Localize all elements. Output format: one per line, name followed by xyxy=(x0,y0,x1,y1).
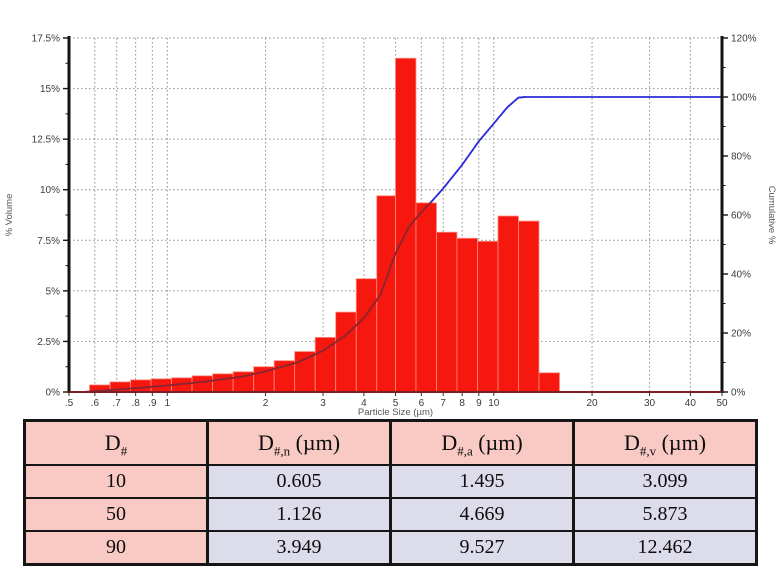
x-tick-label: .7 xyxy=(113,398,122,409)
value-cell: 5.873 xyxy=(572,497,758,532)
table-header-cell: D#,v (µm) xyxy=(572,419,758,466)
histogram-bar xyxy=(376,195,396,393)
right-tick-label: 100% xyxy=(731,93,757,104)
x-tick-label: .6 xyxy=(91,398,100,409)
value-cell: 1.126 xyxy=(206,497,392,532)
cumulative-curve xyxy=(387,267,391,275)
histogram-bar xyxy=(497,215,519,393)
x-tick-label: 40 xyxy=(685,398,697,409)
right-tick-label: 60% xyxy=(731,211,751,222)
table-row: 90 3.949 9.527 12.462 xyxy=(23,530,758,566)
x-tick-label: 8 xyxy=(459,398,465,409)
value-cell: 9.527 xyxy=(389,530,575,566)
cumulative-curve xyxy=(388,262,393,270)
histogram-bar xyxy=(395,57,417,393)
table-row: 50 1.126 4.669 5.873 xyxy=(23,497,758,532)
x-tick-label: 20 xyxy=(587,398,599,409)
left-tick-label: 17.5% xyxy=(32,34,60,45)
x-tick-label: .5 xyxy=(65,398,74,409)
left-tick-label: 15% xyxy=(40,84,60,95)
histogram-bar xyxy=(212,373,234,393)
x-tick-label: 5 xyxy=(393,398,399,409)
histogram-bar xyxy=(456,237,478,393)
x-tick-label: 50 xyxy=(716,398,728,409)
right-tick-label: 0% xyxy=(731,388,746,399)
x-tick-label: 10 xyxy=(488,398,500,409)
y-right-axis-title: Cumulative % xyxy=(766,186,777,245)
cumulative-curve xyxy=(383,278,388,286)
cumulative-curve xyxy=(381,283,386,291)
percentile-table-body: 10 0.605 1.495 3.099 50 1.126 4.669 5.873 90 3.94… xyxy=(23,464,758,566)
histogram-bar xyxy=(477,240,499,393)
histogram-bar xyxy=(191,375,214,393)
x-tick-label: 6 xyxy=(419,398,425,409)
x-tick-label: .9 xyxy=(148,398,157,409)
right-tick-label: 20% xyxy=(731,329,751,340)
histogram-bar xyxy=(294,351,316,393)
histogram-bar xyxy=(518,220,540,393)
x-tick-label: 7 xyxy=(440,398,446,409)
histogram-bar xyxy=(436,231,458,393)
value-cell: 4.669 xyxy=(389,497,575,532)
right-tick-label: 120% xyxy=(731,34,757,45)
percentile-table-header: D# D#,n (µm) D#,a (µm) D#,v (µm) xyxy=(23,419,758,466)
histogram-bar xyxy=(415,202,437,393)
left-tick-label: 0% xyxy=(46,388,61,399)
percentile-cell: 10 xyxy=(23,464,209,499)
histogram-bar xyxy=(355,278,378,393)
x-tick-label: 1 xyxy=(165,398,171,409)
x-tick-label: 3 xyxy=(320,398,326,409)
percentile-cell: 50 xyxy=(23,497,209,532)
value-cell: 0.605 xyxy=(206,464,392,499)
percentile-table: D# D#,n (µm) D#,a (µm) D#,v (µm) 10 0.605 1.4… xyxy=(23,419,758,566)
cumulative-curve xyxy=(390,257,395,265)
percentile-cell: 90 xyxy=(23,530,209,566)
histogram-bar xyxy=(314,336,337,393)
histogram-bar xyxy=(538,372,560,393)
right-tick-label: 80% xyxy=(731,152,751,163)
x-tick-label: 2 xyxy=(263,398,269,409)
histogram-bar xyxy=(130,379,152,393)
table-header-row: D# D#,n (µm) D#,a (µm) D#,v (µm) xyxy=(23,419,758,466)
left-tick-label: 2.5% xyxy=(37,337,60,348)
x-tick-label: 30 xyxy=(644,398,656,409)
x-tick-label: .8 xyxy=(131,398,140,409)
x-tick-label: 4 xyxy=(361,398,367,409)
particle-size-distribution-chart: 0% 2.5% 5% 7.5% 10% 12.5% 15% 17.5% 0% 20% 40% 60% 8… xyxy=(4,34,777,419)
left-tick-label: 5% xyxy=(46,286,61,297)
value-cell: 1.495 xyxy=(389,464,575,499)
cumulative-curve xyxy=(392,252,397,260)
left-tick-label: 7.5% xyxy=(37,236,60,247)
left-tick-label: 12.5% xyxy=(32,135,60,146)
histogram-bar xyxy=(335,311,357,393)
value-cell: 3.949 xyxy=(206,530,392,566)
table-row: 10 0.605 1.495 3.099 xyxy=(23,464,758,499)
table-header-cell: D#,n (µm) xyxy=(206,419,392,466)
right-tick-label: 40% xyxy=(731,270,751,281)
cumulative-curve xyxy=(379,288,384,296)
left-tick-label: 10% xyxy=(40,185,60,196)
chart-canvas: 0% 2.5% 5% 7.5% 10% 12.5% 15% 17.5% 0% 20% 40% 60% 8… xyxy=(4,34,777,419)
table-header-cell: D#,a (µm) xyxy=(389,419,575,466)
x-axis-title: Particle Size (µm) xyxy=(358,407,433,418)
value-cell: 3.099 xyxy=(572,464,758,499)
x-tick-label: 9 xyxy=(476,398,482,409)
table-header-cell: D# xyxy=(23,419,209,466)
value-cell: 12.462 xyxy=(572,530,758,566)
y-left-axis-title: % Volume xyxy=(4,194,15,237)
cumulative-curve xyxy=(385,273,389,281)
